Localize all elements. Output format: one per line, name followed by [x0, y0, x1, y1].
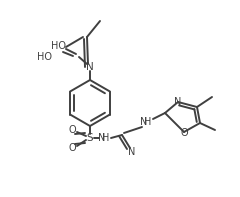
Text: HO: HO [50, 41, 66, 51]
Text: O: O [68, 143, 76, 153]
Text: N: N [140, 117, 148, 127]
Text: O: O [180, 128, 188, 138]
Text: O: O [68, 125, 76, 135]
Text: N: N [174, 97, 182, 107]
Text: H: H [144, 117, 152, 127]
Text: S: S [87, 133, 93, 143]
Text: H: H [102, 133, 110, 143]
Text: N: N [86, 62, 94, 72]
Text: N: N [98, 133, 106, 143]
Text: HO: HO [36, 52, 52, 62]
Text: N: N [128, 147, 136, 157]
